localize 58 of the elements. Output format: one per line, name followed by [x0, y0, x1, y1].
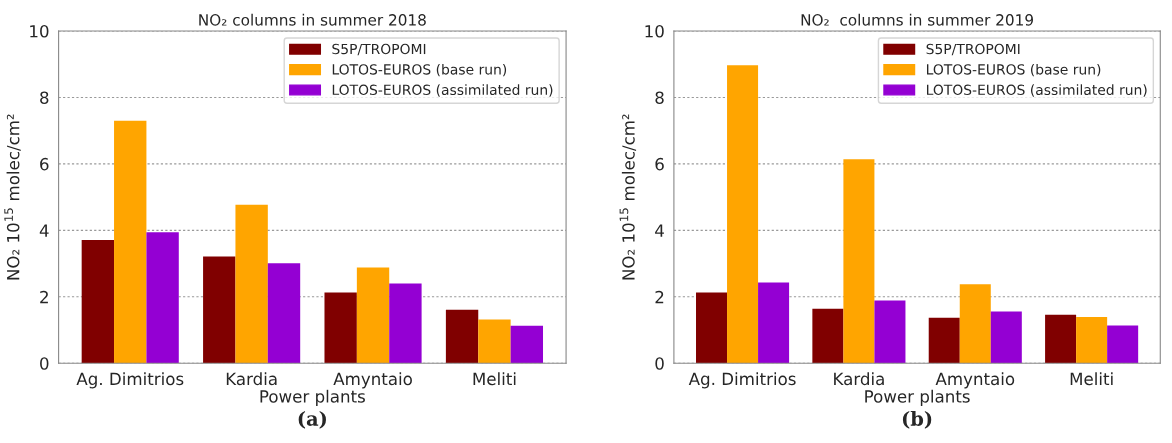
- x-tick-label: Ag. Dimitrios: [688, 372, 796, 389]
- bar: [874, 300, 906, 364]
- bar: [267, 263, 301, 364]
- legend-label: LOTOS-EUROS (assimilated run): [332, 84, 553, 97]
- text: (a): [298, 410, 326, 429]
- legend-label: LOTOS-EUROS (base run): [927, 63, 1101, 77]
- y-tick-label: 4: [655, 224, 664, 237]
- y-tick-label: 8: [40, 91, 49, 105]
- x-axis-title: Power plants: [260, 389, 365, 406]
- y-tick-label: 2: [655, 290, 664, 304]
- y-tick-label: 10: [30, 24, 49, 38]
- x-tick-label: Meliti: [1070, 372, 1113, 386]
- bar: [727, 65, 759, 364]
- legend-label: S5P/TROPOMI: [926, 43, 1020, 56]
- bar: [990, 311, 1022, 364]
- x-tick-label: Ag. Dimitrios: [76, 372, 184, 389]
- y-tick-label: 8: [655, 91, 664, 105]
- legend-label: LOTOS-EUROS (assimilated run): [927, 84, 1147, 97]
- x-tick-label: Amyntaio: [935, 372, 1015, 389]
- text: (b): [902, 410, 932, 429]
- y-tick-label: 6: [655, 157, 664, 171]
- bar: [324, 292, 357, 364]
- x-tick-label: Meliti: [473, 372, 516, 386]
- bar: [1076, 317, 1108, 364]
- y-tick-label: 10: [645, 24, 664, 38]
- bar: [696, 292, 728, 364]
- chart-title: NO₂ columns in summer 2018: [199, 13, 426, 26]
- chart-title: NO₂ columns in summer 2019: [801, 13, 1033, 26]
- legend-label: LOTOS-EUROS (base run): [332, 63, 507, 77]
- y-tick-label: 6: [40, 157, 49, 171]
- bar: [114, 120, 147, 364]
- y-axis-title: NO₂ 10$^{15}$ molec/cm²: [4, 114, 21, 280]
- bar: [1045, 314, 1077, 364]
- bar: [445, 309, 479, 364]
- y-tick-label: 2: [40, 290, 48, 304]
- x-tick-label: Amyntaio: [333, 372, 412, 389]
- x-tick-label: Kardia: [226, 372, 277, 386]
- bar: [203, 256, 236, 364]
- bar: [510, 325, 544, 364]
- y-tick-label: 0: [655, 357, 664, 370]
- bar: [928, 317, 960, 364]
- bar: [81, 240, 115, 364]
- bar: [843, 159, 875, 364]
- x-tick-label: Kardia: [834, 372, 884, 386]
- legend-label: S5P/TROPOMI: [332, 43, 426, 56]
- bar: [758, 282, 790, 364]
- bar: [235, 204, 268, 364]
- y-axis-title: NO₂ 10$^{15}$ molec/cm²: [619, 114, 637, 280]
- y-tick-label: 0: [40, 357, 49, 370]
- y-tick-label: 4: [39, 224, 49, 237]
- bar: [959, 284, 991, 364]
- bar: [478, 319, 511, 364]
- bar: [389, 283, 422, 364]
- x-axis-title: Power plants: [865, 389, 970, 406]
- bar: [146, 232, 179, 364]
- bar: [1107, 325, 1139, 364]
- bar: [356, 267, 390, 364]
- bar: [812, 308, 844, 364]
